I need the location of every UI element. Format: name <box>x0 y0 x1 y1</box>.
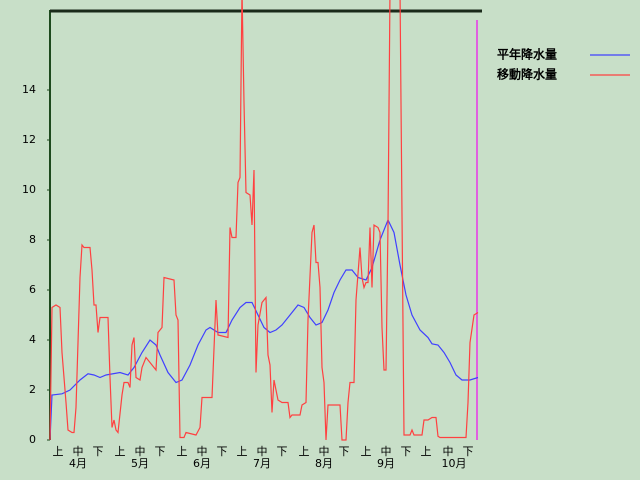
month-label: 7月 <box>253 457 271 470</box>
y-tick-label: 12 <box>22 133 36 146</box>
legend-label: 平年降水量 <box>497 47 557 62</box>
x-tick-label: 中 <box>135 445 146 458</box>
series-line <box>49 0 479 441</box>
x-tick-label: 中 <box>443 445 454 458</box>
y-tick-label: 8 <box>29 233 36 246</box>
month-label: 8月 <box>315 457 333 470</box>
month-label: 5月 <box>131 457 149 470</box>
month-label: 6月 <box>193 457 211 470</box>
x-tick-label: 上 <box>299 445 310 458</box>
x-tick-label: 中 <box>197 445 208 458</box>
x-tick-label: 上 <box>53 445 64 458</box>
x-tick-label: 下 <box>217 445 228 458</box>
x-tick-label: 上 <box>237 445 248 458</box>
x-tick-label: 下 <box>339 445 350 458</box>
legend-label: 移動降水量 <box>497 67 557 82</box>
x-tick-label: 下 <box>277 445 288 458</box>
x-tick-label: 中 <box>257 445 268 458</box>
month-label: 10月 <box>442 457 467 470</box>
x-tick-label: 上 <box>421 445 432 458</box>
y-tick-label: 4 <box>29 333 36 346</box>
x-tick-label: 下 <box>155 445 166 458</box>
x-tick-label: 下 <box>93 445 104 458</box>
month-label: 4月 <box>69 457 87 470</box>
x-tick-label: 上 <box>177 445 188 458</box>
x-tick-label: 中 <box>73 445 84 458</box>
x-tick-label: 下 <box>401 445 412 458</box>
x-tick-label: 上 <box>361 445 372 458</box>
x-tick-label: 下 <box>463 445 474 458</box>
y-tick-label: 6 <box>29 283 36 296</box>
month-label: 9月 <box>377 457 395 470</box>
x-tick-label: 中 <box>381 445 392 458</box>
y-tick-label: 2 <box>29 383 36 396</box>
y-tick-label: 14 <box>22 83 36 96</box>
x-tick-label: 上 <box>115 445 126 458</box>
y-tick-label: 10 <box>22 183 36 196</box>
x-tick-label: 中 <box>319 445 330 458</box>
series-line <box>49 218 479 441</box>
y-tick-label: 0 <box>29 433 36 446</box>
